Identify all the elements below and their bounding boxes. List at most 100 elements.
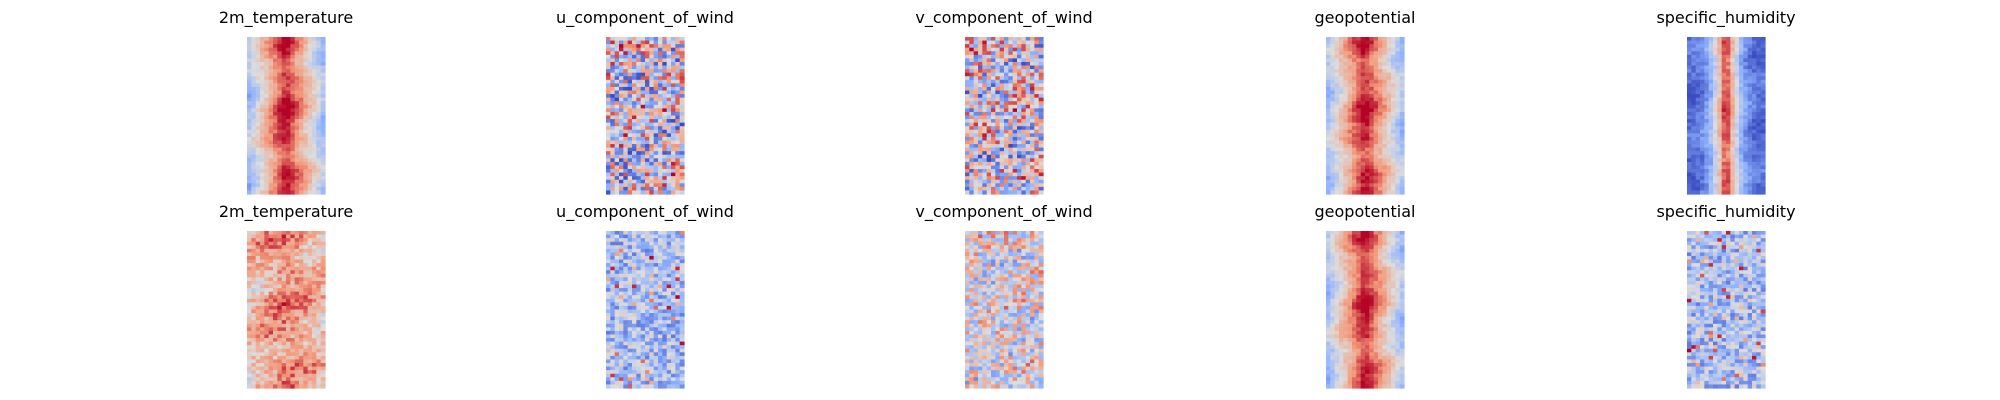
heatmap-cell [294,172,300,177]
heatmap-cell [264,298,270,303]
heatmap-cell [632,179,637,184]
heatmap-cell [247,65,252,70]
heatmap-cell [1334,101,1340,106]
heatmap-cell [627,190,633,195]
heatmap-cell [1739,129,1744,134]
heatmap-cell [1708,97,1714,102]
heatmap-cell [268,291,274,296]
heatmap-cell [247,176,252,181]
heatmap-cell [1391,111,1396,117]
heatmap-cell [290,65,296,70]
heatmap-cell [320,341,326,346]
heatmap-cell [316,298,322,303]
heatmap-cell [1334,119,1340,124]
heatmap-cell [610,158,616,163]
heatmap-cell [679,238,685,243]
heatmap-cell [965,83,970,88]
heatmap-cell [286,86,291,92]
heatmap-cell [1704,133,1710,138]
heatmap-cell [1734,86,1740,92]
heatmap-cell [281,151,287,156]
heatmap-cell [1687,97,1692,102]
heatmap-cell [1021,90,1027,95]
heatmap-cell [1334,144,1340,149]
heatmap-cell [658,161,663,167]
heatmap-cell [277,377,283,382]
heatmap-cell [1025,90,1031,95]
heatmap-cell [268,72,274,77]
heatmap-cell [645,140,650,145]
heatmap-cell [277,133,283,138]
heatmap-cell [281,90,287,95]
heatmap-cell [1386,172,1392,177]
heatmap-cell [290,252,296,257]
heatmap-cell [658,122,663,127]
heatmap-cell [316,76,322,81]
heatmap-cell [303,305,309,311]
heatmap-cell [1386,111,1392,117]
heatmap-cell [1743,54,1749,60]
heatmap-cell [303,179,309,184]
heatmap-cell [969,83,975,88]
heatmap-cell [320,40,326,45]
heatmap-cell [1034,126,1040,131]
heatmap-cell [312,108,317,113]
heatmap-cell [1356,58,1362,63]
heatmap-cell [1334,61,1340,67]
heatmap-cell [290,51,296,56]
heatmap-cell [1704,111,1710,117]
heatmap-cell [1008,161,1014,167]
heatmap-cell [303,151,309,156]
heatmap-cell [1730,115,1736,120]
heatmap-cell [260,291,265,296]
heatmap-cell [675,266,681,271]
heatmap-cell [320,76,326,81]
heatmap-cell [268,76,274,81]
heatmap-cell [1721,58,1727,63]
heatmap-cell [610,129,616,134]
heatmap-cell [260,169,265,174]
heatmap-cell [649,47,655,52]
heatmap-cell [1356,147,1362,152]
heatmap-cell [1021,129,1027,134]
heatmap-cell [286,263,291,268]
heatmap-cell [277,186,283,192]
heatmap-cell [965,186,970,192]
heatmap-cell [965,69,970,74]
heatmap-cell [649,266,655,271]
heatmap-cell [627,241,633,246]
heatmap-cell [273,126,278,131]
heatmap-cell [1339,147,1344,152]
heatmap-cell [251,129,257,134]
heatmap-cell [662,165,668,170]
heatmap-cell [307,316,313,321]
heatmap-cell [1721,54,1727,60]
heatmap-cell [255,252,261,257]
heatmap-cell [1752,151,1757,156]
heatmap-cell [299,136,304,142]
heatmap-cell [1713,161,1718,167]
heatmap-cell [1739,140,1744,145]
heatmap-cell [649,37,655,42]
heatmap-cell [632,97,637,102]
heatmap-cell [1704,61,1710,67]
heatmap-cell [1373,61,1379,67]
heatmap-cell [294,273,300,278]
heatmap-cell [623,40,629,45]
heatmap-cell [290,248,296,254]
heatmap-cell [1339,37,1344,42]
heatmap-cell [320,338,326,343]
heatmap-cell [1008,122,1014,127]
heatmap-cell [610,111,616,117]
heatmap-cell [645,37,650,42]
heatmap-cell [1012,119,1018,124]
heatmap-cell [666,259,672,264]
heatmap-cell [1717,108,1723,113]
heatmap-cell [606,169,611,174]
heatmap-cell [1369,126,1375,131]
heatmap-cell [316,144,322,149]
heatmap-cell [1734,129,1740,134]
heatmap-cell [255,316,261,321]
heatmap-cell [1743,122,1749,127]
heatmap-cell [610,122,616,127]
